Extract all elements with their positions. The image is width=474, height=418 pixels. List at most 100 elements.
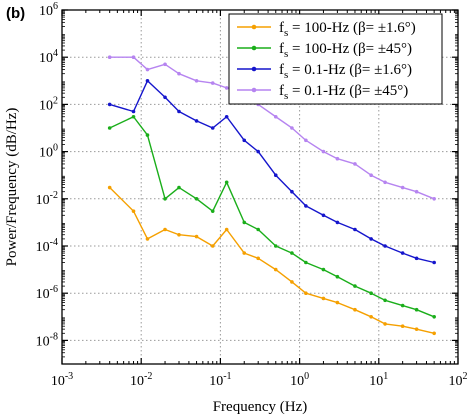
data-point xyxy=(273,114,278,119)
legend-swatch-marker xyxy=(251,87,257,93)
data-point xyxy=(194,197,199,201)
data-point xyxy=(400,251,405,255)
data-point xyxy=(369,315,373,319)
x-tick-label: 100 xyxy=(290,371,309,389)
legend-label: fs = 100-Hz (β= ±1.6°) xyxy=(279,20,416,39)
series-layer xyxy=(107,55,436,336)
data-point xyxy=(414,256,419,261)
data-point xyxy=(321,267,326,272)
data-point xyxy=(242,138,247,143)
data-point xyxy=(432,315,436,319)
data-point xyxy=(353,227,357,232)
data-point xyxy=(131,55,136,59)
data-point xyxy=(353,284,357,288)
data-point xyxy=(369,291,373,296)
legend-item: fs = 0.1-Hz (β= ±1.6°) xyxy=(237,62,412,81)
series-1 xyxy=(107,185,436,336)
x-tick-label: 10-2 xyxy=(130,371,152,389)
data-point xyxy=(131,209,136,213)
data-point xyxy=(256,149,260,154)
data-point xyxy=(335,300,340,305)
data-point xyxy=(163,227,167,232)
y-tick-label: 104 xyxy=(39,48,58,66)
panel-label: (b) xyxy=(6,5,25,22)
data-point xyxy=(383,180,387,185)
y-tick-label: 106 xyxy=(39,1,58,19)
x-tick-label: 10-1 xyxy=(209,371,231,389)
data-point xyxy=(400,324,405,328)
data-point xyxy=(163,62,167,67)
legend-swatch-marker xyxy=(251,66,257,72)
x-axis-title: Frequency (Hz) xyxy=(213,399,308,415)
legend-swatch-marker xyxy=(251,24,257,30)
data-point xyxy=(210,126,215,130)
y-tick-label: 10-6 xyxy=(36,284,58,302)
data-point xyxy=(256,256,260,261)
plot-frame xyxy=(61,9,459,365)
data-point xyxy=(224,180,229,185)
data-point xyxy=(400,303,405,308)
data-point xyxy=(194,119,199,123)
data-point xyxy=(177,185,181,190)
legend: fs = 100-Hz (β= ±1.6°) fs = 100-Hz (β= ±4… xyxy=(228,13,443,105)
data-point xyxy=(321,213,326,218)
data-point xyxy=(210,209,215,213)
data-point xyxy=(383,322,387,326)
grid-layer xyxy=(62,10,458,364)
data-point xyxy=(335,274,340,279)
data-point xyxy=(353,162,357,166)
data-point xyxy=(369,237,373,241)
series-2 xyxy=(107,114,436,319)
data-point xyxy=(290,189,294,194)
legend-label: fs = 100-Hz (β= ±45°) xyxy=(279,41,412,60)
x-tick-label: 101 xyxy=(369,371,388,389)
data-point xyxy=(131,109,136,114)
y-tick-label: 100 xyxy=(39,143,58,161)
data-point xyxy=(432,331,436,336)
legend-label: fs = 0.1-Hz (β= ±1.6°) xyxy=(279,62,412,81)
data-point xyxy=(163,95,167,100)
legend-item: fs = 100-Hz (β= ±1.6°) xyxy=(237,20,416,39)
data-point xyxy=(107,102,112,107)
data-point xyxy=(290,280,294,284)
data-point xyxy=(107,55,112,59)
data-point xyxy=(224,86,229,90)
data-point xyxy=(304,204,308,208)
series-line xyxy=(109,187,435,334)
data-point xyxy=(335,156,340,161)
data-point xyxy=(145,133,150,137)
data-point xyxy=(224,227,229,232)
series-3 xyxy=(107,79,436,265)
series-line xyxy=(109,80,435,264)
data-point xyxy=(224,114,229,119)
legend-item: fs = 100-Hz (β= ±45°) xyxy=(237,41,412,60)
data-point xyxy=(321,296,326,301)
data-point xyxy=(369,173,373,177)
data-point xyxy=(304,291,308,296)
data-point xyxy=(432,197,436,201)
y-tick-label: 10-8 xyxy=(36,331,58,349)
data-point xyxy=(107,185,112,190)
data-point xyxy=(163,197,167,201)
data-point xyxy=(335,220,340,225)
data-point xyxy=(273,173,278,177)
data-point xyxy=(273,267,278,272)
data-point xyxy=(304,138,308,143)
data-point xyxy=(107,126,112,130)
data-point xyxy=(194,234,199,239)
legend-swatch-marker xyxy=(251,45,257,51)
data-point xyxy=(414,189,419,194)
y-tick-label: 10-2 xyxy=(36,190,58,208)
data-point xyxy=(290,126,294,130)
y-tick-label: 102 xyxy=(39,95,58,113)
legend-item: fs = 0.1-Hz (β= ±45°) xyxy=(237,83,408,102)
data-point xyxy=(432,260,436,265)
x-tick-label: 102 xyxy=(449,371,468,389)
x-tick-label: 10-3 xyxy=(51,371,73,389)
data-point xyxy=(383,298,387,303)
data-point xyxy=(194,79,199,83)
data-point xyxy=(256,227,260,232)
y-axis-title: Power/Frequency (dB/Hz) xyxy=(4,108,20,267)
data-point xyxy=(400,185,405,190)
